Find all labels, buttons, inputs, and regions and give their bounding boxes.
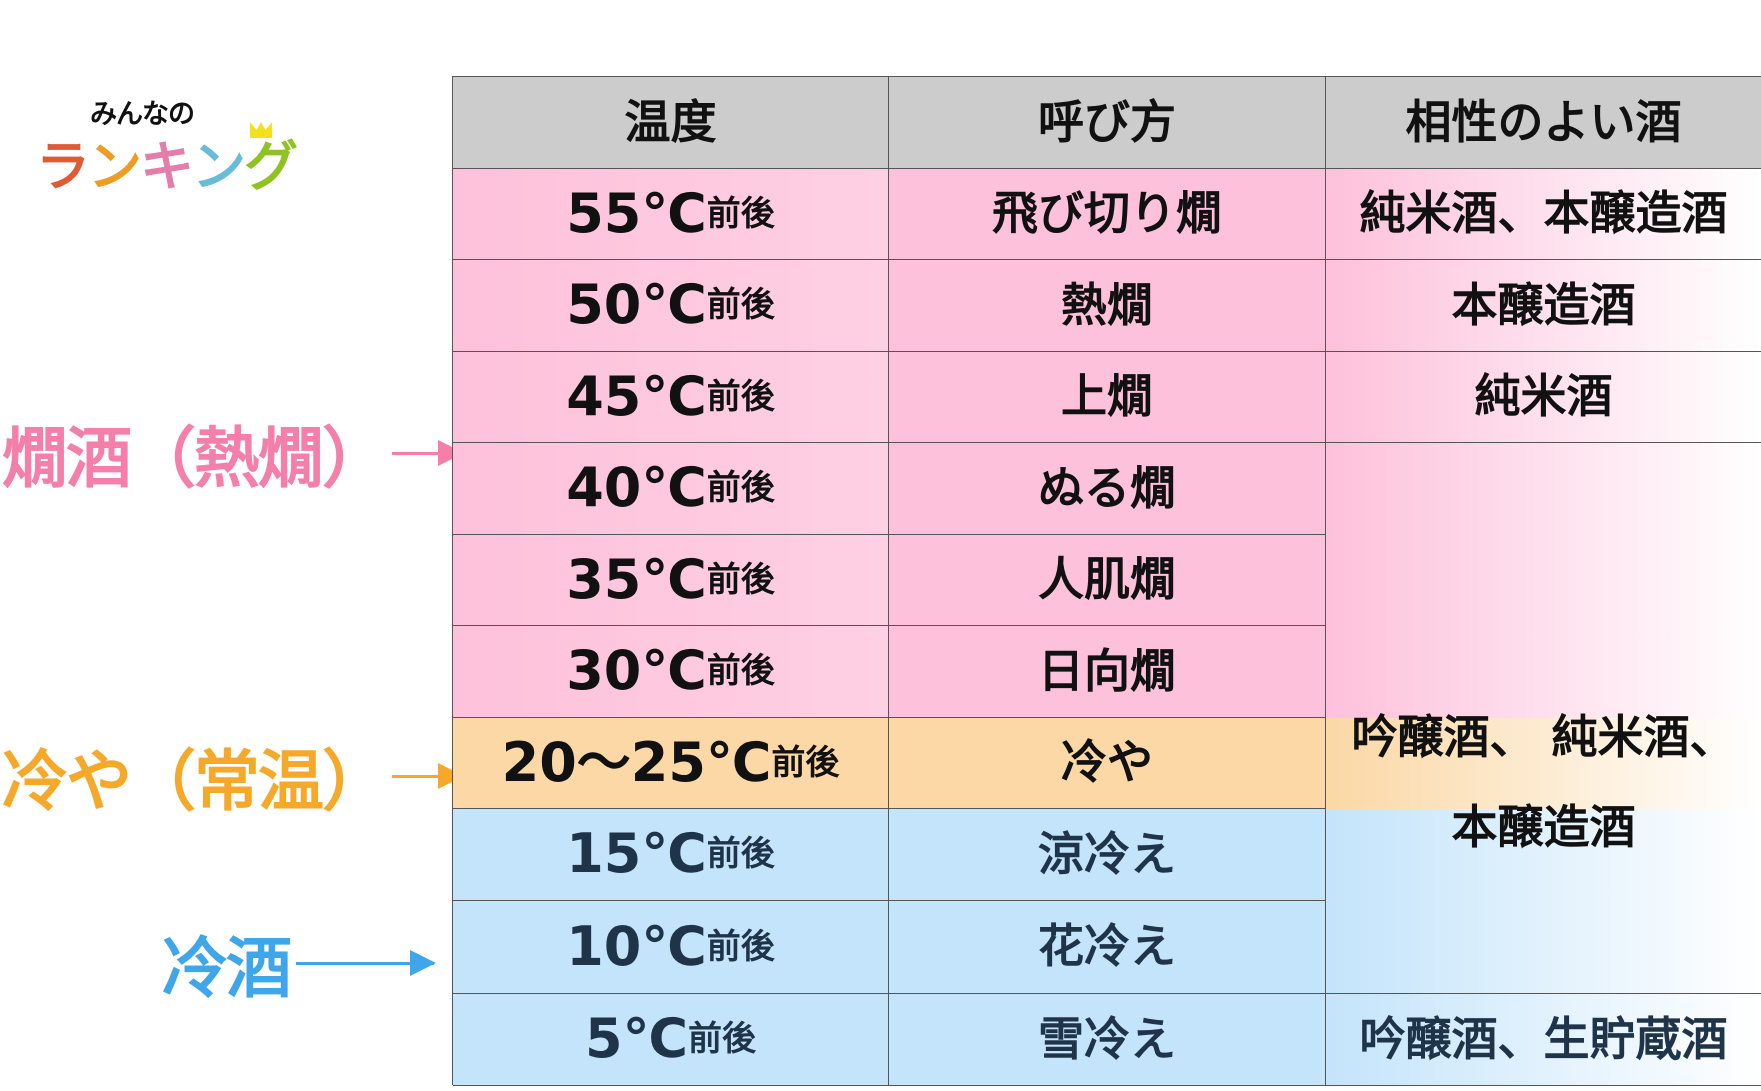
name-cell: ぬる燗: [889, 443, 1326, 535]
sake-types: 純米酒、本醸造酒: [1359, 186, 1728, 241]
temperature-cell: 10℃ 前後: [453, 901, 889, 994]
header-cell: 相性のよい酒: [1326, 77, 1761, 169]
sake-types: 本醸造酒: [1451, 277, 1636, 332]
temperature-value: 30℃: [566, 639, 707, 703]
logo-char: ラ: [36, 135, 90, 198]
sake-types: 吟醸酒、生貯蔵酒: [1359, 1011, 1728, 1066]
serving-name: 人肌燗: [1038, 552, 1176, 607]
serving-name: 上燗: [1061, 369, 1153, 424]
sake-cell: 純米酒、本醸造酒: [1326, 169, 1761, 260]
sake-merged-cell: 吟醸酒、 純米酒、 本醸造酒: [1326, 443, 1761, 994]
temperature-value: 15℃: [566, 822, 707, 886]
serving-name: 飛び切り燗: [992, 186, 1222, 241]
logo-char: グ: [244, 135, 298, 198]
temperature-cell: 35℃ 前後: [453, 535, 889, 626]
temperature-suffix: 前後: [706, 926, 775, 967]
serving-name: 雪冷え: [1038, 1011, 1176, 1066]
temperature-suffix: 前後: [687, 1019, 756, 1060]
temperature-cell: 15℃ 前後: [453, 809, 889, 901]
temperature-suffix: 前後: [706, 559, 775, 600]
temperature-value: 35℃: [566, 547, 707, 611]
sake-cell: 本醸造酒: [1326, 260, 1761, 352]
header-cell: 呼び方: [889, 77, 1326, 169]
serving-name: 涼冷え: [1038, 826, 1176, 881]
temperature-cell: 45℃ 前後: [453, 352, 889, 443]
header-text: 相性のよい酒: [1405, 94, 1682, 149]
temperature-value: 40℃: [566, 456, 707, 520]
side-label-text: 燗酒（熱燗）: [2, 420, 388, 497]
name-cell: 涼冷え: [889, 809, 1326, 901]
temperature-value: 5℃: [585, 1007, 688, 1071]
logo-top-text: みんなの: [90, 99, 195, 130]
name-cell: 日向燗: [889, 626, 1326, 718]
logo-char: ン: [88, 135, 142, 198]
temperature-cell: 20〜25℃ 前後: [453, 718, 889, 809]
sake-merged-line2: 本醸造酒: [1451, 799, 1636, 854]
serving-name: 冷や: [1061, 735, 1153, 790]
sake-merged-line1: 吟醸酒、 純米酒、: [1351, 710, 1736, 764]
serving-name: 熱燗: [1061, 277, 1153, 332]
sake-cell: 吟醸酒、生貯蔵酒: [1326, 994, 1761, 1086]
temperature-cell: 40℃ 前後: [453, 443, 889, 535]
name-cell: 冷や: [889, 718, 1326, 809]
temperature-value: 55℃: [566, 181, 707, 245]
temperature-value: 50℃: [566, 273, 707, 337]
arrow-icon: [296, 949, 436, 976]
name-cell: 上燗: [889, 352, 1326, 443]
sake-types: 純米酒: [1474, 369, 1613, 424]
name-cell: 熱燗: [889, 260, 1326, 352]
side-label-room: 冷や（常温）: [2, 728, 464, 824]
name-cell: 飛び切り燗: [889, 169, 1326, 260]
temperature-value: 10℃: [566, 914, 707, 978]
serving-name: 花冷え: [1038, 919, 1176, 974]
logo-char: キ: [140, 135, 194, 198]
side-label-hot: 燗酒（熱燗）: [2, 405, 464, 501]
header-cell: 温度: [453, 77, 889, 169]
logo-main-text: ランキング: [36, 122, 298, 201]
name-cell: 雪冷え: [889, 994, 1326, 1086]
side-label-text: 冷酒: [162, 930, 292, 1007]
side-label-text: 冷や（常温）: [2, 743, 388, 820]
temperature-cell: 30℃ 前後: [453, 626, 889, 718]
temperature-suffix: 前後: [706, 285, 775, 326]
side-label-cold: 冷酒: [162, 915, 436, 1011]
serving-name: 日向燗: [1038, 643, 1176, 698]
serving-name: ぬる燗: [1038, 460, 1176, 515]
sake-temperature-table: 温度 呼び方 相性のよい酒 55℃ 前後 飛び切り燗 純米酒、本醸造酒 50℃ 前後 熱燗 本醸造酒…: [452, 76, 1761, 1086]
temperature-suffix: 前後: [771, 742, 840, 783]
name-cell: 花冷え: [889, 901, 1326, 994]
sake-cell: 純米酒: [1326, 352, 1761, 443]
header-text: 呼び方: [1038, 94, 1176, 149]
name-cell: 人肌燗: [889, 535, 1326, 626]
temperature-suffix: 前後: [706, 193, 775, 234]
header-text: 温度: [624, 94, 717, 149]
temperature-suffix: 前後: [706, 468, 775, 509]
temperature-value: 20〜25℃: [501, 730, 772, 794]
temperature-suffix: 前後: [706, 651, 775, 692]
temperature-cell: 5℃ 前後: [453, 994, 889, 1086]
temperature-value: 45℃: [566, 364, 707, 428]
logo-char: ン: [192, 135, 246, 198]
temperature-suffix: 前後: [706, 376, 775, 417]
temperature-suffix: 前後: [706, 834, 775, 875]
temperature-cell: 50℃ 前後: [453, 260, 889, 352]
temperature-cell: 55℃ 前後: [453, 169, 889, 260]
